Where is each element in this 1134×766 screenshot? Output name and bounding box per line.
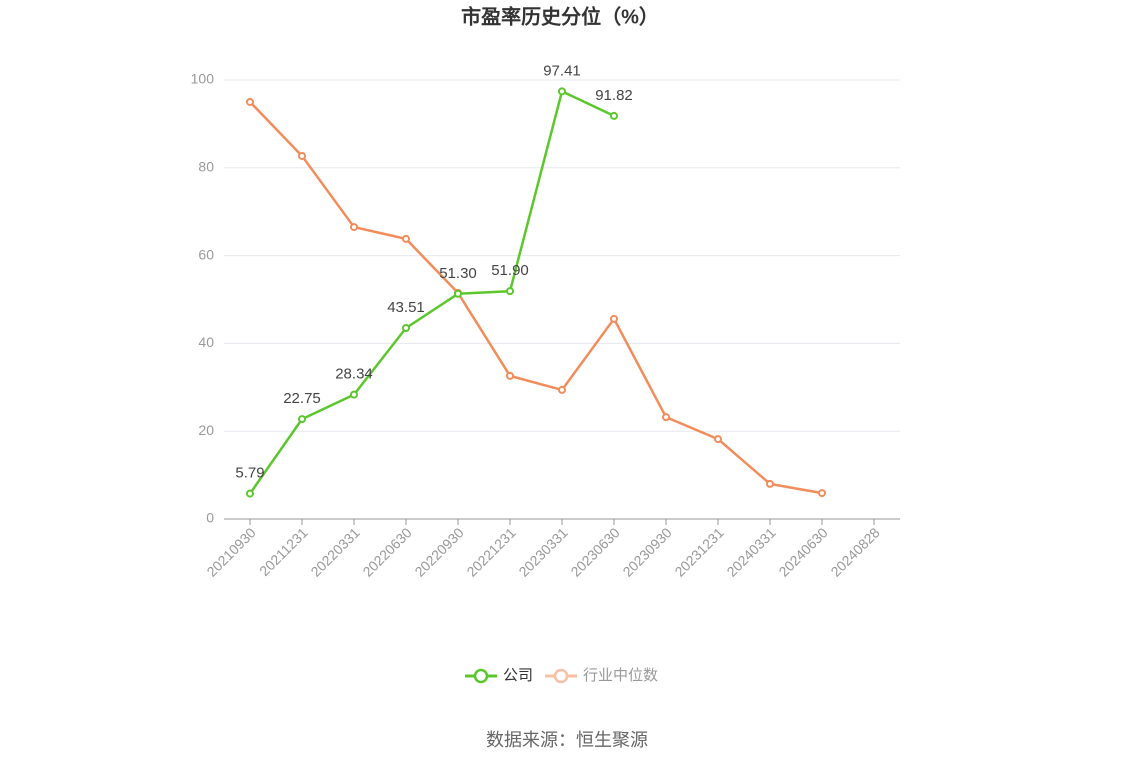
legend-label: 行业中位数 bbox=[583, 667, 658, 684]
x-tick-label: 20240630 bbox=[775, 524, 831, 580]
y-tick-label: 100 bbox=[191, 71, 215, 87]
x-tick-label: 20230331 bbox=[515, 524, 571, 580]
x-tick-label: 20220630 bbox=[359, 524, 415, 580]
data-point bbox=[402, 234, 410, 243]
y-tick-label: 80 bbox=[198, 159, 214, 175]
data-point bbox=[610, 314, 618, 323]
source: 数据来源：恒生聚源 bbox=[486, 730, 648, 750]
data-point bbox=[350, 390, 358, 399]
chart-title: 市盈率历史分位（%） bbox=[461, 4, 659, 28]
data-point bbox=[246, 97, 254, 106]
data-point bbox=[558, 87, 566, 96]
x-tick-label: 20210930 bbox=[203, 524, 259, 580]
data-point bbox=[246, 489, 254, 498]
legend-label: 公司 bbox=[503, 667, 533, 684]
legend-marker bbox=[473, 668, 489, 684]
x-tick-label: 20220331 bbox=[307, 524, 363, 580]
y-tick-label: 40 bbox=[198, 334, 214, 350]
x-tick-label: 20240828 bbox=[827, 524, 883, 580]
series-line bbox=[248, 90, 615, 495]
data-point bbox=[818, 489, 826, 498]
data-point bbox=[402, 323, 410, 332]
data-label: 22.75 bbox=[283, 390, 321, 407]
x-tick-label: 20221231 bbox=[463, 524, 519, 580]
data-point bbox=[766, 479, 774, 488]
x-tick-label: 20211231 bbox=[256, 524, 311, 579]
data-point bbox=[662, 413, 670, 422]
data-label: 97.41 bbox=[543, 62, 581, 79]
x-tick-label: 20231231 bbox=[671, 524, 727, 580]
data-point bbox=[454, 289, 462, 298]
data-point bbox=[558, 385, 566, 394]
data-label: 51.30 bbox=[439, 265, 477, 282]
legend-marker bbox=[553, 668, 569, 684]
data-label: 28.34 bbox=[335, 366, 373, 383]
data-point bbox=[298, 151, 306, 160]
data-point bbox=[506, 371, 514, 380]
data-point bbox=[610, 111, 618, 120]
data-point bbox=[350, 223, 358, 232]
x-tick-label: 20230930 bbox=[619, 524, 675, 580]
data-point bbox=[298, 415, 306, 424]
series-line bbox=[249, 101, 823, 495]
data-label: 43.51 bbox=[387, 299, 425, 316]
y-tick-label: 0 bbox=[206, 510, 214, 526]
data-point bbox=[506, 287, 514, 296]
x-tick-label: 20220930 bbox=[411, 524, 467, 580]
x-tick-label: 20230630 bbox=[567, 524, 623, 580]
x-tick-label: 20240331 bbox=[723, 524, 779, 580]
y-tick-label: 20 bbox=[198, 422, 214, 438]
data-label: 5.79 bbox=[235, 465, 264, 482]
data-point bbox=[714, 435, 722, 444]
data-label: 91.82 bbox=[595, 87, 633, 104]
data-label: 51.90 bbox=[491, 262, 529, 279]
y-tick-label: 60 bbox=[198, 246, 214, 262]
